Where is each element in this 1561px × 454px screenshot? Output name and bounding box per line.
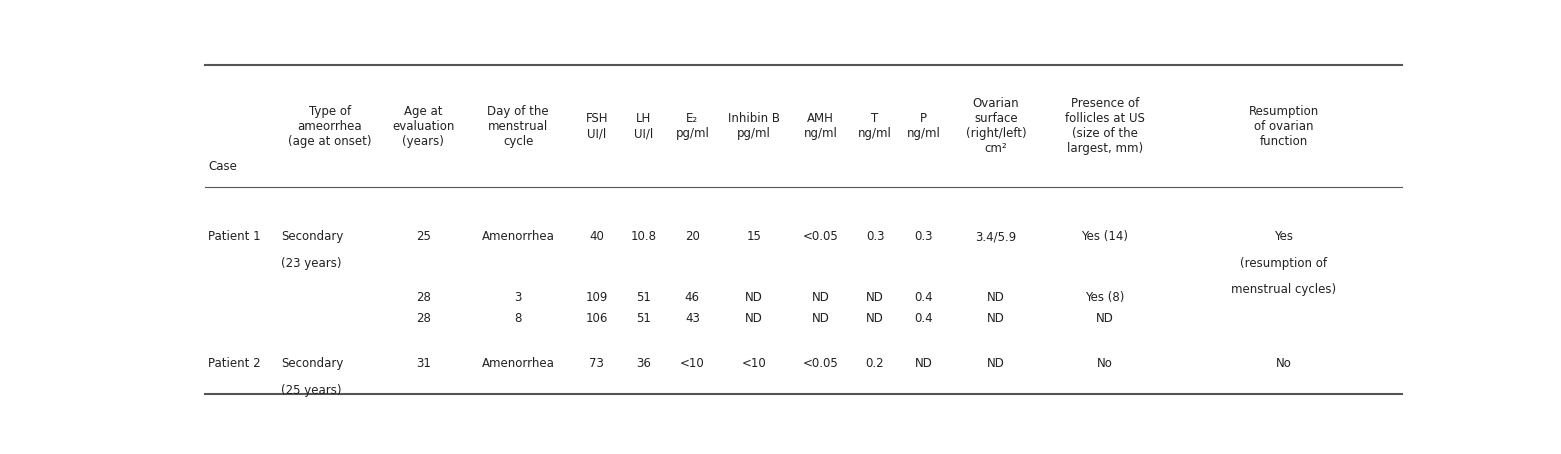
Text: Inhibin B
pg/ml: Inhibin B pg/ml [727, 112, 780, 140]
Text: 46: 46 [685, 291, 699, 304]
Text: 20: 20 [685, 231, 699, 243]
Text: (23 years): (23 years) [281, 257, 342, 270]
Text: <0.05: <0.05 [802, 357, 838, 370]
Text: 3: 3 [515, 291, 521, 304]
Text: 31: 31 [415, 357, 431, 370]
Text: No: No [1275, 357, 1293, 370]
Text: 109: 109 [585, 291, 607, 304]
Text: ND: ND [915, 357, 932, 370]
Text: 73: 73 [590, 357, 604, 370]
Text: 51: 51 [637, 312, 651, 325]
Text: 10.8: 10.8 [631, 231, 657, 243]
Text: <10: <10 [741, 357, 766, 370]
Text: 28: 28 [415, 291, 431, 304]
Text: ND: ND [1096, 312, 1115, 325]
Text: Yes (8): Yes (8) [1085, 291, 1124, 304]
Text: ND: ND [812, 312, 829, 325]
Text: Secondary: Secondary [281, 357, 343, 370]
Text: ND: ND [866, 312, 884, 325]
Text: Amenorrhea: Amenorrhea [482, 357, 554, 370]
Text: menstrual cycles): menstrual cycles) [1232, 283, 1336, 296]
Text: (25 years): (25 years) [281, 384, 342, 397]
Text: Ovarian
surface
(right/left)
cm²: Ovarian surface (right/left) cm² [966, 97, 1026, 155]
Text: Case: Case [209, 160, 237, 173]
Text: ND: ND [745, 291, 763, 304]
Text: ND: ND [812, 291, 829, 304]
Text: <0.05: <0.05 [802, 231, 838, 243]
Text: 36: 36 [637, 357, 651, 370]
Text: 40: 40 [590, 231, 604, 243]
Text: 0.4: 0.4 [915, 291, 933, 304]
Text: 43: 43 [685, 312, 699, 325]
Text: 0.3: 0.3 [915, 231, 932, 243]
Text: 0.4: 0.4 [915, 312, 933, 325]
Text: Yes (14): Yes (14) [1082, 231, 1129, 243]
Text: Type of
ameorrhea
(age at onset): Type of ameorrhea (age at onset) [289, 104, 372, 148]
Text: E₂
pg/ml: E₂ pg/ml [676, 112, 709, 140]
Text: 106: 106 [585, 312, 607, 325]
Text: 28: 28 [415, 312, 431, 325]
Text: Secondary: Secondary [281, 231, 343, 243]
Text: P
ng/ml: P ng/ml [907, 112, 940, 140]
Text: Age at
evaluation
(years): Age at evaluation (years) [392, 104, 454, 148]
Text: No: No [1097, 357, 1113, 370]
Text: Yes: Yes [1274, 231, 1294, 243]
Text: Amenorrhea: Amenorrhea [482, 231, 554, 243]
Text: 51: 51 [637, 291, 651, 304]
Text: FSH
UI/l: FSH UI/l [585, 112, 609, 140]
Text: ND: ND [866, 291, 884, 304]
Text: T
ng/ml: T ng/ml [859, 112, 891, 140]
Text: (resumption of: (resumption of [1241, 257, 1327, 270]
Text: 8: 8 [515, 312, 521, 325]
Text: 15: 15 [746, 231, 762, 243]
Text: 0.3: 0.3 [866, 231, 884, 243]
Text: AMH
ng/ml: AMH ng/ml [804, 112, 838, 140]
Text: Patient 2: Patient 2 [209, 357, 261, 370]
Text: LH
UI/l: LH UI/l [634, 112, 654, 140]
Text: ND: ND [745, 312, 763, 325]
Text: 0.2: 0.2 [866, 357, 885, 370]
Text: ND: ND [987, 357, 1005, 370]
Text: Resumption
of ovarian
function: Resumption of ovarian function [1249, 104, 1319, 148]
Text: ND: ND [987, 312, 1005, 325]
Text: ND: ND [987, 291, 1005, 304]
Text: 25: 25 [415, 231, 431, 243]
Text: <10: <10 [681, 357, 704, 370]
Text: 3.4/5.9: 3.4/5.9 [976, 231, 1016, 243]
Text: Presence of
follicles at US
(size of the
largest, mm): Presence of follicles at US (size of the… [1065, 97, 1144, 155]
Text: Patient 1: Patient 1 [209, 231, 261, 243]
Text: Day of the
menstrual
cycle: Day of the menstrual cycle [487, 104, 549, 148]
